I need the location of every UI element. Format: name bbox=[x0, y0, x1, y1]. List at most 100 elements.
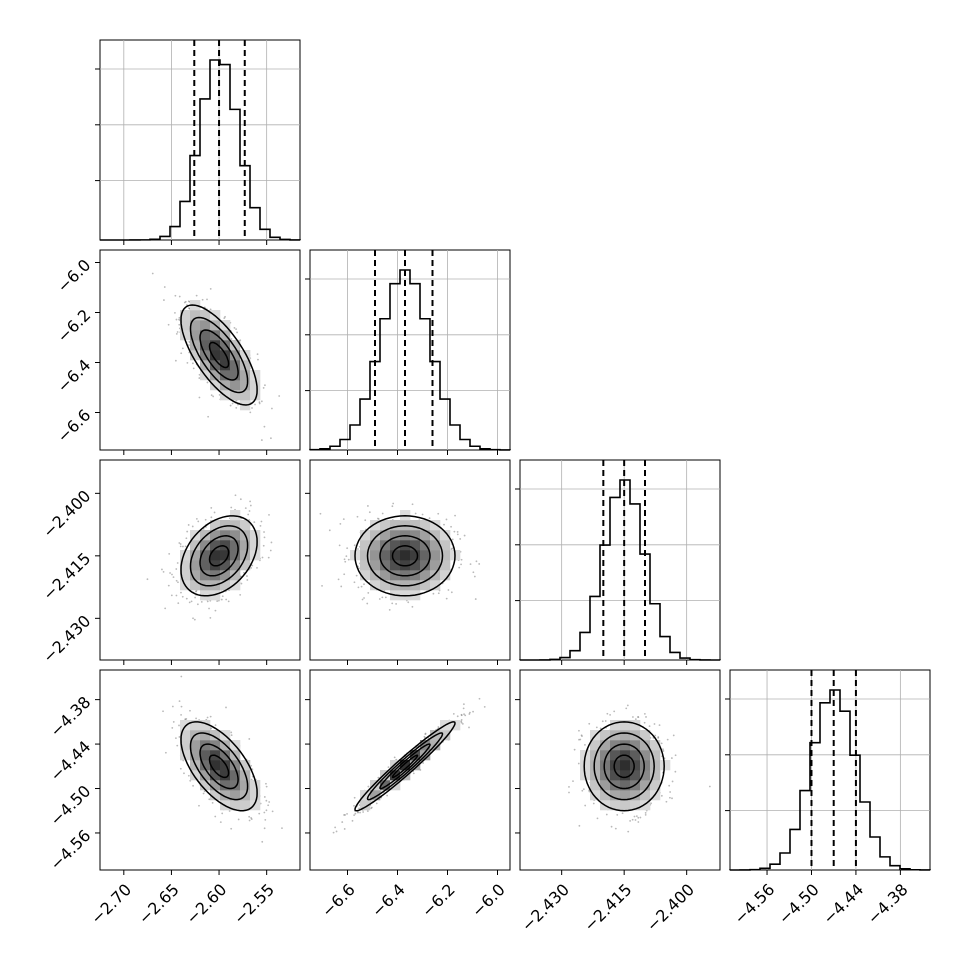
scatter-point bbox=[375, 802, 378, 805]
scatter-point bbox=[176, 744, 179, 747]
scatter-point bbox=[177, 581, 179, 584]
scatter-point bbox=[262, 387, 265, 389]
panel-3-0 bbox=[95, 669, 301, 875]
density-cell bbox=[230, 790, 241, 801]
density-cell bbox=[230, 550, 241, 561]
scatter-point bbox=[267, 556, 270, 559]
density-cell bbox=[230, 570, 241, 581]
density-cell bbox=[370, 520, 381, 531]
density-cell bbox=[240, 560, 251, 571]
density-cell bbox=[230, 510, 241, 521]
scatter-point bbox=[187, 300, 190, 303]
scatter-point bbox=[472, 710, 474, 713]
tick-label-y-3: −4.56 bbox=[46, 826, 94, 874]
scatter-point bbox=[188, 307, 190, 310]
density-cell bbox=[190, 540, 201, 551]
scatter-point bbox=[588, 722, 591, 725]
scatter-point bbox=[386, 794, 389, 797]
tick-label-x-0: −2.60 bbox=[182, 880, 230, 928]
scatter-point bbox=[263, 811, 266, 814]
scatter-point bbox=[474, 598, 477, 600]
density-cell bbox=[230, 780, 241, 791]
scatter-point bbox=[178, 542, 181, 544]
scatter-point bbox=[221, 812, 224, 815]
scatter-point bbox=[364, 519, 367, 522]
density-cell bbox=[650, 750, 661, 761]
scatter-point bbox=[708, 785, 711, 788]
density-cell bbox=[230, 800, 241, 811]
density-cell bbox=[250, 800, 261, 811]
scatter-point bbox=[580, 734, 583, 737]
hist-series-1 bbox=[309, 269, 511, 451]
density-cell bbox=[210, 760, 221, 771]
scatter-point bbox=[596, 817, 599, 820]
hist-series-3 bbox=[729, 689, 931, 871]
scatter-point bbox=[198, 377, 201, 379]
density-cell bbox=[230, 350, 241, 361]
density-cell bbox=[220, 580, 231, 591]
scatter-point bbox=[265, 809, 268, 812]
scatter-point bbox=[178, 736, 181, 738]
scatter-point bbox=[362, 811, 365, 813]
scatter-point bbox=[657, 736, 660, 738]
scatter-point bbox=[265, 799, 268, 802]
scatter-point bbox=[412, 772, 415, 775]
density-cell bbox=[250, 380, 261, 391]
density-cell bbox=[210, 350, 221, 361]
scatter-point bbox=[265, 782, 267, 785]
tick-label-y-2: −2.430 bbox=[39, 611, 94, 666]
tick-label-y-1: −6.2 bbox=[53, 305, 94, 346]
density-cell bbox=[590, 750, 601, 761]
scatter-point bbox=[363, 583, 365, 586]
density-cell bbox=[240, 540, 251, 551]
density-cell bbox=[360, 560, 371, 571]
scatter-point bbox=[353, 814, 356, 817]
panel-frame bbox=[99, 669, 301, 871]
scatter-point bbox=[674, 770, 677, 773]
density-cell bbox=[430, 520, 441, 531]
scatter-point bbox=[257, 358, 259, 361]
density-cell bbox=[620, 730, 631, 741]
scatter-point bbox=[184, 545, 187, 548]
density-cell bbox=[360, 530, 371, 541]
scatter-point bbox=[341, 821, 344, 823]
scatter-point bbox=[209, 287, 212, 290]
scatter-point bbox=[407, 601, 410, 604]
density-cell bbox=[220, 370, 231, 381]
scatter-point bbox=[239, 593, 242, 596]
scatter-point bbox=[342, 518, 345, 521]
scatter-point bbox=[456, 533, 459, 536]
scatter-point bbox=[381, 596, 384, 599]
density-cell bbox=[430, 570, 441, 581]
density-cell bbox=[240, 380, 251, 391]
density-cell bbox=[220, 560, 231, 571]
scatter-point bbox=[411, 503, 414, 506]
scatter-point bbox=[179, 767, 182, 770]
scatter-point bbox=[353, 796, 356, 799]
scatter-point bbox=[175, 318, 178, 321]
scatter-point bbox=[358, 807, 360, 810]
scatter-point bbox=[359, 811, 361, 814]
density-cell bbox=[620, 740, 631, 751]
scatter-point bbox=[248, 815, 251, 818]
scatter-point bbox=[194, 596, 197, 599]
scatter-point bbox=[387, 766, 390, 769]
scatter-point bbox=[263, 536, 266, 539]
scatter-point bbox=[339, 522, 342, 525]
density-cell bbox=[190, 770, 201, 781]
scatter-point bbox=[202, 792, 205, 795]
scatter-point bbox=[175, 568, 178, 570]
scatter-point bbox=[251, 564, 254, 567]
density-cell bbox=[410, 540, 421, 551]
density-cell bbox=[200, 330, 211, 341]
density-cell bbox=[360, 540, 371, 551]
contour-level-3 bbox=[583, 721, 665, 812]
scatter-point bbox=[614, 827, 617, 830]
scatter-point bbox=[346, 812, 348, 815]
density-cell bbox=[610, 780, 621, 791]
scatter-point bbox=[256, 353, 259, 356]
scatter-point bbox=[369, 800, 372, 803]
scatter-point bbox=[258, 402, 261, 405]
scatter-point bbox=[260, 520, 263, 523]
scatter-point bbox=[200, 600, 203, 603]
